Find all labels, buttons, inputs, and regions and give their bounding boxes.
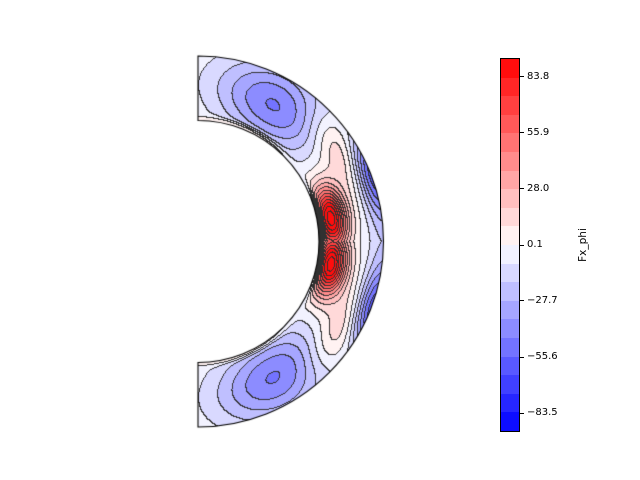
colorbar-band — [501, 393, 519, 413]
colorbar-band — [501, 282, 519, 301]
colorbar-band — [501, 300, 519, 320]
colorbar-band — [501, 412, 519, 431]
colorbar-tick — [520, 132, 524, 134]
colorbar-band — [501, 375, 519, 394]
colorbar-band — [501, 170, 519, 190]
colorbar-tick-label: 0.1 — [527, 239, 543, 250]
colorbar-tick-label: −83.5 — [527, 407, 558, 419]
colorbar-tick — [520, 188, 524, 190]
colorbar-band — [501, 263, 519, 283]
colorbar-band — [501, 151, 519, 171]
colorbar-tick — [520, 76, 524, 78]
colorbar-band — [501, 59, 519, 78]
colorbar-band — [501, 77, 519, 97]
colorbar-tick-label: −27.7 — [527, 294, 558, 306]
colorbar-band — [501, 226, 519, 245]
colorbar-tick — [520, 244, 524, 246]
colorbar-band — [501, 244, 519, 264]
colorbar: 83.8 55.9 28.0 0.1 −27.7 −55.6 −83.5 — [500, 58, 558, 432]
colorbar-band — [501, 133, 519, 152]
colorbar-axis-label: Fx_phi — [577, 228, 589, 262]
colorbar-tick — [520, 356, 524, 358]
colorbar-band-stack — [500, 58, 520, 432]
colorbar-band — [501, 114, 519, 134]
colorbar-tick-label: 55.9 — [527, 126, 550, 138]
colorbar-band — [501, 356, 519, 376]
colorbar-band — [501, 96, 519, 115]
colorbar-band — [501, 189, 519, 208]
colorbar-tick — [520, 412, 524, 414]
colorbar-band — [501, 319, 519, 338]
colorbar-tick-label: −55.6 — [527, 351, 558, 363]
colorbar-tick — [520, 300, 524, 302]
colorbar-band — [501, 337, 519, 357]
colorbar-band — [501, 207, 519, 227]
colorbar-tick-label: 83.8 — [527, 70, 550, 82]
colorbar-tick-label: 28.0 — [527, 182, 550, 194]
